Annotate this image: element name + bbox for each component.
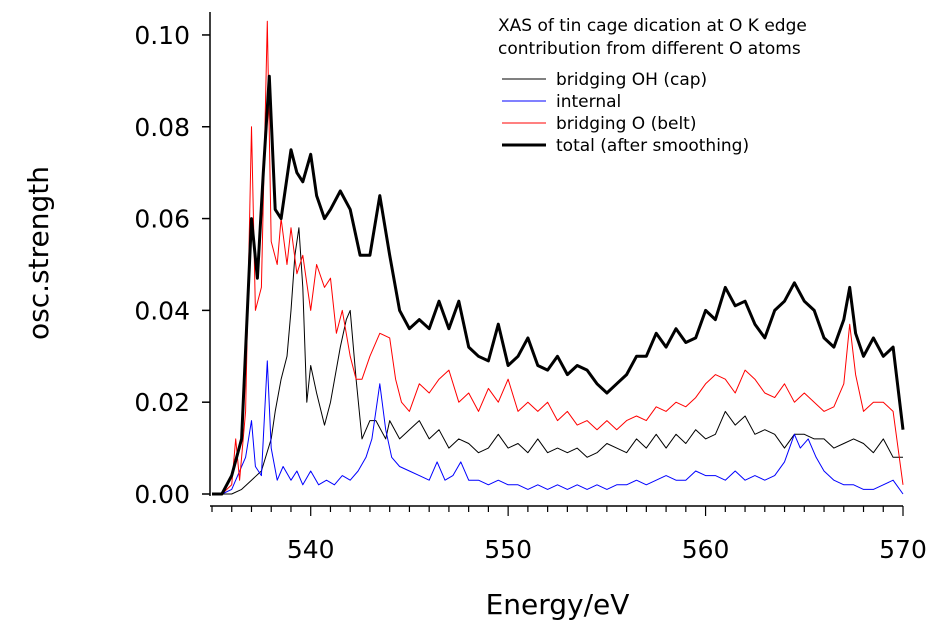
plot-lines: [212, 20, 905, 496]
y-tick-label: 0.04: [134, 296, 190, 325]
x-axis-title: Energy/eV: [486, 588, 630, 621]
x-tick-label: 540: [287, 535, 335, 564]
legend-label-3: bridging O (belt): [556, 114, 696, 134]
series-line-1: [212, 227, 903, 495]
y-tick-label: 0.06: [134, 205, 190, 234]
series-line-4: [212, 74, 905, 496]
y-axis-title: osc.strength: [22, 166, 55, 340]
legend-label-4: total (after smoothing): [556, 136, 749, 156]
series-line-2: [212, 360, 904, 495]
y-tick-label: 0.10: [134, 21, 190, 50]
legend-label-2: internal: [556, 92, 621, 112]
y-tick-label: 0.08: [134, 113, 190, 142]
legend-label-1: bridging OH (cap): [556, 70, 707, 90]
series-line-3: [212, 20, 904, 495]
axes: [209, 12, 903, 507]
legend-header-line-1: XAS of tin cage dication at O K edge: [498, 16, 807, 36]
ticks: 0.00 0.02 0.04 0.06 0.08 0.10 540 550 560 570: [134, 21, 927, 564]
y-tick-label: 0.02: [134, 388, 190, 417]
legend-header-line-2: contribution from different O atoms: [498, 39, 801, 59]
legend: XAS of tin cage dication at O K edge con…: [498, 16, 807, 156]
y-tick-label: 0.00: [134, 480, 190, 509]
x-tick-label: 570: [879, 535, 927, 564]
x-tick-label: 560: [682, 535, 730, 564]
x-tick-label: 550: [484, 535, 532, 564]
